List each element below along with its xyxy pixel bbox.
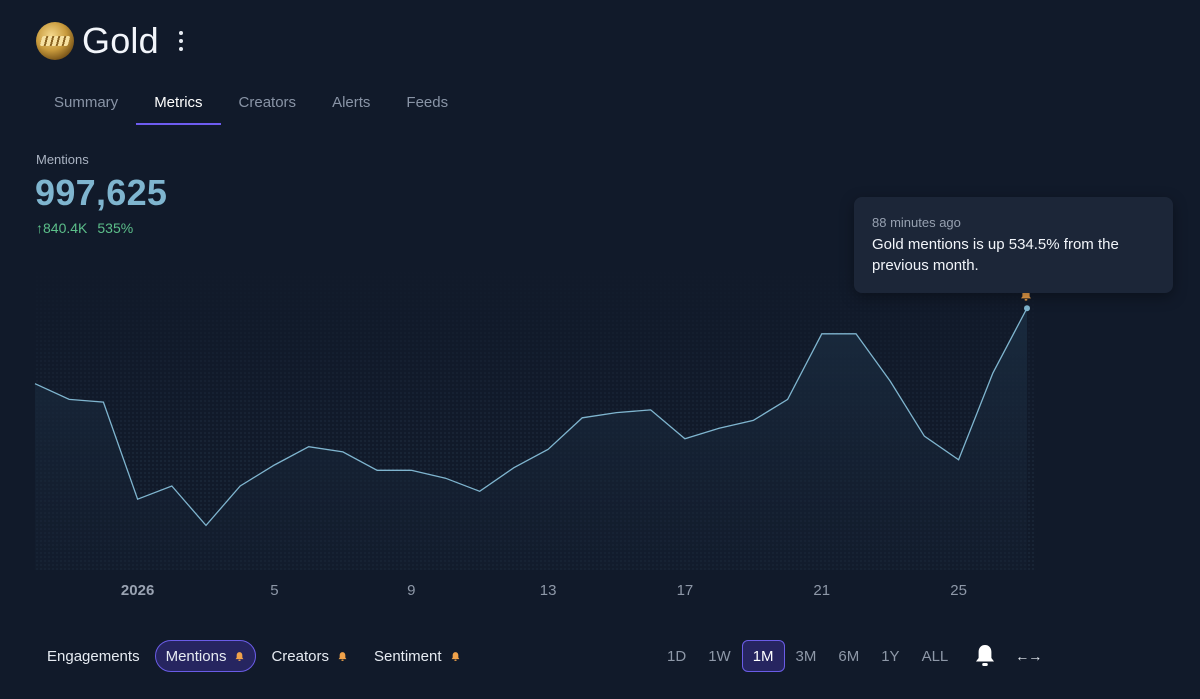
time-range-selector: 1D 1W 1M 3M 6M 1Y ALL ←→ [656,640,1042,672]
metric-engagements-button[interactable]: Engagements [36,640,151,672]
tab-metrics[interactable]: Metrics [136,86,221,125]
x-tick-label: 25 [950,582,967,599]
range-1d-button[interactable]: 1D [667,647,687,665]
metric-change: ↑840.4K 535% [36,220,133,236]
tab-summary[interactable]: Summary [54,94,119,111]
range-6m-button[interactable]: 6M [838,647,860,665]
metric-engagements-label: Engagements [47,647,140,665]
chart-plot-background [35,262,1035,572]
metric-mentions-button[interactable]: Mentions [154,640,257,672]
x-tick-label: 21 [813,582,830,599]
range-1y-button[interactable]: 1Y [881,647,900,665]
page-title: Gold [82,20,159,61]
x-tick-label: 13 [540,582,557,599]
bell-icon [236,651,244,661]
tooltip-message: Gold mentions is up 534.5% from the prev… [872,236,1119,274]
metric-sentiment-label: Sentiment [373,647,442,665]
series-area [35,308,1027,570]
metric-sentiment-button[interactable]: Sentiment [363,640,472,672]
create-alert-bell-icon[interactable] [973,643,997,669]
metric-value: 997,625 [35,172,168,213]
latest-data-point[interactable] [1024,305,1030,312]
metric-label: Mentions [36,152,89,167]
tab-feeds[interactable]: Feeds [406,94,449,111]
x-tick-label: 5 [270,582,278,599]
alert-tooltip: 88 minutes ago Gold mentions is up 534.5… [854,197,1173,293]
tooltip-time: 88 minutes ago [872,215,961,230]
x-tick-label: 17 [677,582,694,599]
series-line [34,307,1028,527]
metric-mentions-label: Mentions [165,647,227,665]
chart-background-fade [35,262,1035,572]
tab-bar: Summary Metrics Creators Alerts Feeds [36,86,466,125]
x-tick-label: 9 [407,582,415,599]
expand-chart-icon[interactable]: ←→ [1015,648,1042,664]
metric-change-abs: ↑840.4K [36,220,88,236]
asset-header: Gold [36,20,187,62]
tab-creators[interactable]: Creators [238,94,297,111]
range-all-button[interactable]: ALL [921,647,949,665]
bell-icon [451,651,459,661]
metric-change-pct: 535% [97,220,134,236]
range-3m-button[interactable]: 3M [795,647,817,665]
metric-switcher: Engagements Mentions Creators Sentiment [36,640,472,672]
metric-creators-button[interactable]: Creators [260,640,359,672]
asset-avatar [36,22,74,60]
tab-alerts[interactable]: Alerts [332,94,371,111]
range-1m-button[interactable]: 1M [741,640,785,672]
metric-creators-label: Creators [271,647,329,665]
bell-icon [338,651,347,661]
range-1w-button[interactable]: 1W [708,647,731,665]
more-options-icon[interactable] [175,27,187,55]
x-tick-label: 2026 [121,582,154,599]
